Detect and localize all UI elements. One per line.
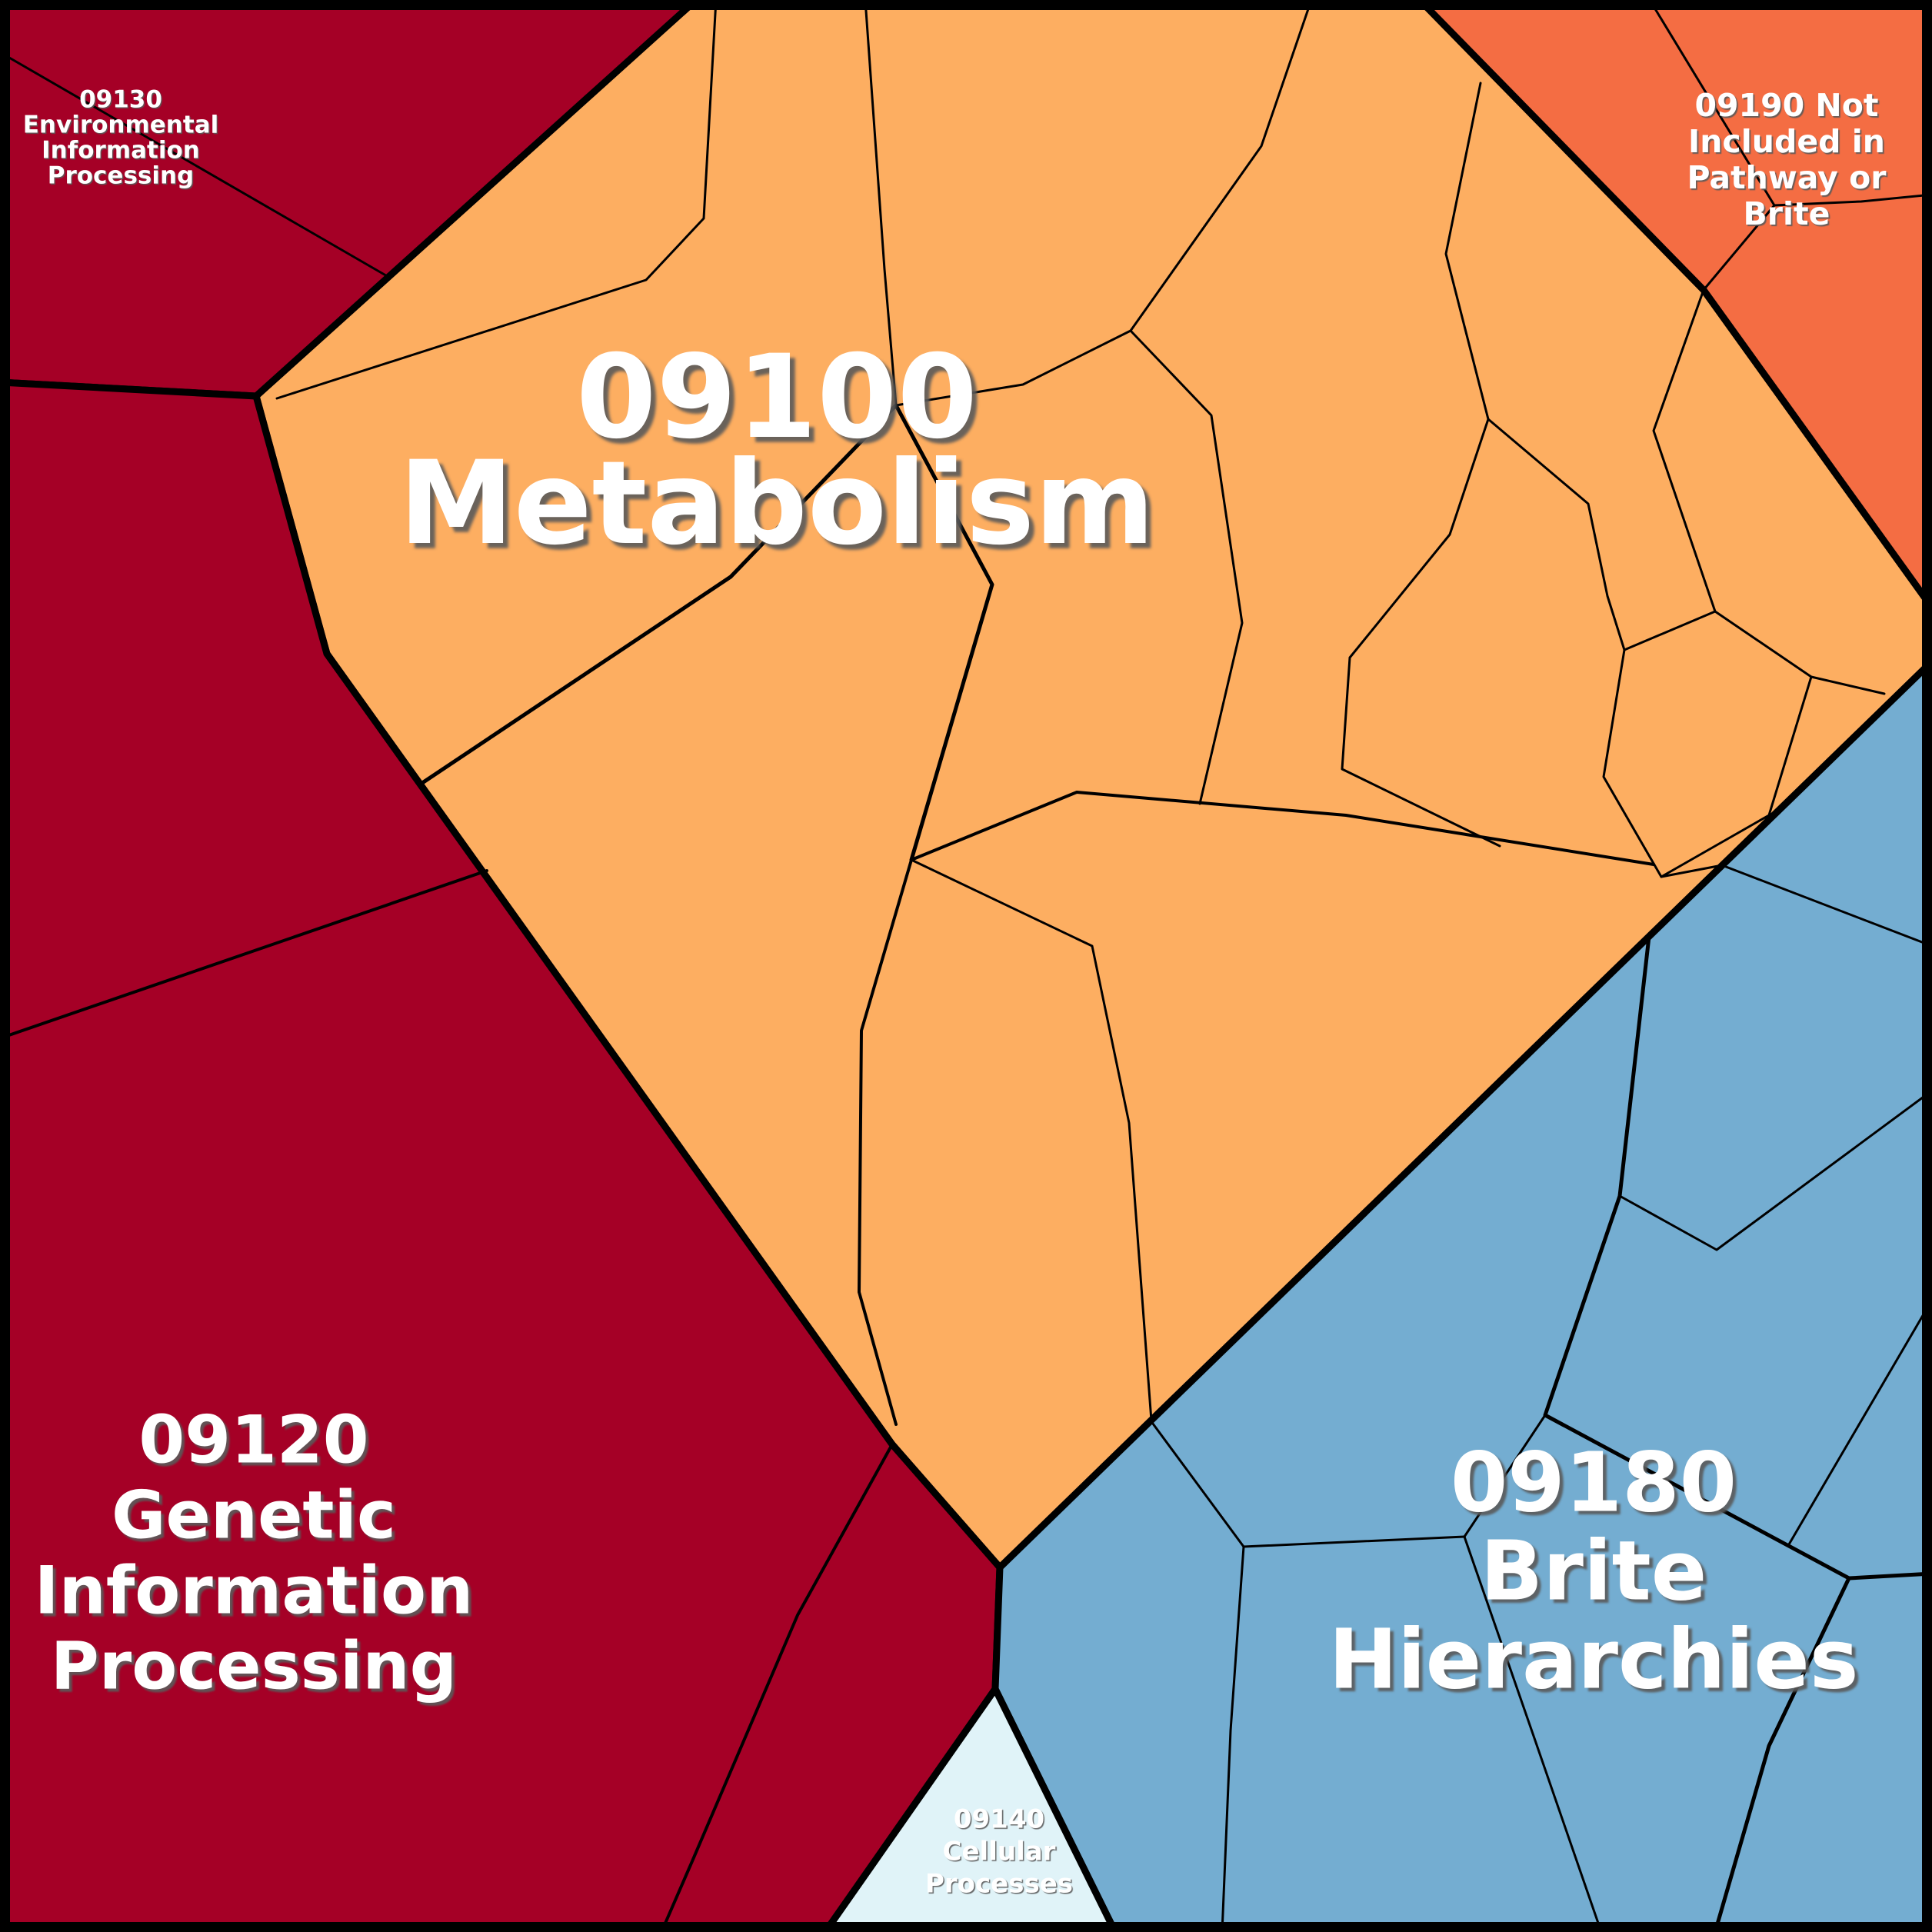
label-09180-line3: Hierarchies bbox=[1328, 1612, 1858, 1707]
subcell-edge-09190-1 bbox=[1702, 204, 1776, 291]
subcell-edge-09100-6 bbox=[910, 858, 1153, 1422]
label-09180: 09180 bbox=[1451, 1435, 1737, 1531]
subcell-edge-09180-1 bbox=[1847, 1571, 1932, 1581]
subcell-edge-09100-12 bbox=[1487, 418, 1626, 651]
region-09190-not-included-in-pathway-or-brite[interactable] bbox=[1416, 0, 1932, 611]
label-09120: 09120 bbox=[138, 1401, 368, 1478]
subcell-edge-09100-9 bbox=[1129, 329, 1244, 805]
label-09140-line3: Processes bbox=[925, 1869, 1073, 1900]
subcell-edge-09190-0 bbox=[1648, 0, 1776, 207]
label-09190-line2: Included in bbox=[1688, 123, 1885, 160]
subcell-edge-09100-3 bbox=[894, 403, 994, 862]
subcell-edge-09180-4 bbox=[1242, 1535, 1466, 1548]
label-09100-line2: Metabolism bbox=[399, 437, 1155, 571]
subcell-edge-09100-5 bbox=[910, 791, 1655, 866]
subcell-edge-09100-8 bbox=[894, 329, 1132, 407]
subcell-edge-09120-1 bbox=[660, 1443, 894, 1932]
subcell-edge-09180-5 bbox=[1463, 1535, 1603, 1932]
subcell-edge-09100-10 bbox=[1444, 82, 1490, 421]
subcell-edge-09180-2 bbox=[1720, 864, 1932, 948]
label-09130: 09130 bbox=[79, 86, 162, 114]
subcell-edge-09100-16 bbox=[1660, 864, 1724, 878]
subcell-edge-09100-1 bbox=[864, 0, 898, 407]
label-09140: 09140 bbox=[954, 1804, 1044, 1835]
label-09120-line2: Genetic bbox=[112, 1477, 396, 1554]
subcell-edge-09180-8 bbox=[1787, 1298, 1932, 1546]
subcell-edge-09100-15 bbox=[1652, 288, 1717, 613]
subcell-edge-09180-6 bbox=[1463, 1414, 1547, 1538]
label-09130-line2: Environmental bbox=[23, 112, 219, 139]
subcell-edge-09180-3 bbox=[1149, 1419, 1245, 1932]
label-09130-line4: Processing bbox=[48, 162, 195, 190]
label-09120-line4: Processing bbox=[51, 1627, 457, 1704]
subcell-edge-09130-0 bbox=[0, 51, 390, 278]
label-09190-line4: Brite bbox=[1744, 195, 1830, 232]
label-09140-line2: Cellular bbox=[943, 1837, 1056, 1867]
subcell-edge-09190-2 bbox=[1773, 193, 1932, 207]
subcell-edge-09100-14 bbox=[1810, 675, 1886, 695]
label-09190-line3: Pathway or bbox=[1687, 159, 1887, 196]
label-09100: 09100 bbox=[576, 331, 978, 465]
subcell-edge-09100-0 bbox=[275, 0, 718, 400]
subcell-edge-09100-7 bbox=[1129, 0, 1313, 332]
label-09190: 09190 Not bbox=[1695, 87, 1879, 124]
subcell-edge-09100-11 bbox=[1341, 418, 1501, 848]
region-09140-cellular-processes[interactable] bbox=[821, 1685, 1119, 1932]
label-09180-line2: Brite bbox=[1481, 1524, 1707, 1619]
subcell-edge-09100-2 bbox=[420, 403, 898, 785]
label-09120-line3: Information bbox=[35, 1552, 474, 1629]
label-09130-line3: Information bbox=[42, 137, 200, 165]
subcell-edge-09180-0 bbox=[1543, 934, 1851, 1932]
subcell-edge-09180-7 bbox=[1618, 1089, 1932, 1251]
subcell-edge-09120-0 bbox=[0, 869, 488, 1040]
subcell-edge-09100-4 bbox=[858, 858, 913, 1426]
